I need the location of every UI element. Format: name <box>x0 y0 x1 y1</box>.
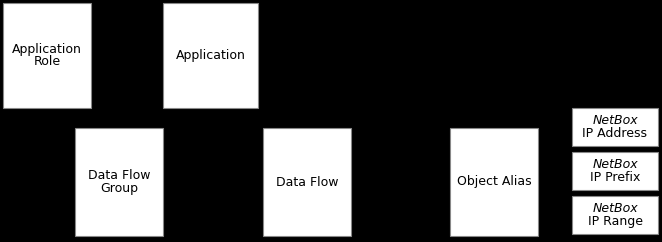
Text: Group: Group <box>100 182 138 195</box>
FancyBboxPatch shape <box>163 3 258 108</box>
Text: Data Flow: Data Flow <box>88 169 150 182</box>
Text: IP Range: IP Range <box>587 215 643 228</box>
FancyBboxPatch shape <box>572 152 658 190</box>
FancyBboxPatch shape <box>3 3 91 108</box>
Text: IP Address: IP Address <box>583 127 647 140</box>
Text: Application: Application <box>12 43 82 56</box>
FancyBboxPatch shape <box>572 196 658 234</box>
FancyBboxPatch shape <box>263 128 351 236</box>
Text: NetBox: NetBox <box>592 202 638 215</box>
Text: Application: Application <box>175 49 246 62</box>
Text: Role: Role <box>34 55 60 68</box>
FancyBboxPatch shape <box>450 128 538 236</box>
FancyBboxPatch shape <box>75 128 163 236</box>
Text: NetBox: NetBox <box>592 114 638 127</box>
Text: Data Flow: Data Flow <box>276 175 338 189</box>
Text: IP Prefix: IP Prefix <box>590 171 640 184</box>
Text: NetBox: NetBox <box>592 158 638 171</box>
FancyBboxPatch shape <box>572 108 658 146</box>
Text: Object Alias: Object Alias <box>457 175 532 189</box>
